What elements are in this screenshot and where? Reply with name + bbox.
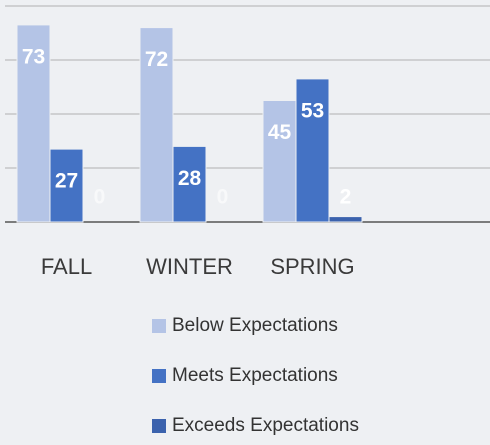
bar xyxy=(262,100,297,223)
data-label: 53 xyxy=(301,99,324,122)
data-label: 72 xyxy=(145,48,168,71)
data-label: 0 xyxy=(94,186,106,209)
data-label: 28 xyxy=(178,167,202,190)
data-label: 73 xyxy=(22,45,45,68)
legend-swatch xyxy=(152,369,166,383)
bar xyxy=(139,27,174,223)
x-tick-label: WINTER xyxy=(146,254,233,279)
data-label: 2 xyxy=(340,186,352,209)
bar xyxy=(328,216,363,223)
bar xyxy=(49,148,84,223)
legend-label: Exceeds Expectations xyxy=(172,415,359,436)
x-tick-label: FALL xyxy=(41,254,92,279)
data-label: 27 xyxy=(55,170,78,193)
bar xyxy=(16,24,51,223)
bar xyxy=(172,145,207,223)
data-label: 45 xyxy=(268,121,292,144)
x-tick-label: SPRING xyxy=(270,254,354,279)
legend-label: Meets Expectations xyxy=(172,365,338,386)
legend-label: Below Expectations xyxy=(172,315,338,336)
legend-swatch xyxy=(152,419,166,433)
legend-swatch xyxy=(152,319,166,333)
bar xyxy=(295,78,330,223)
data-label: 0 xyxy=(217,186,229,209)
